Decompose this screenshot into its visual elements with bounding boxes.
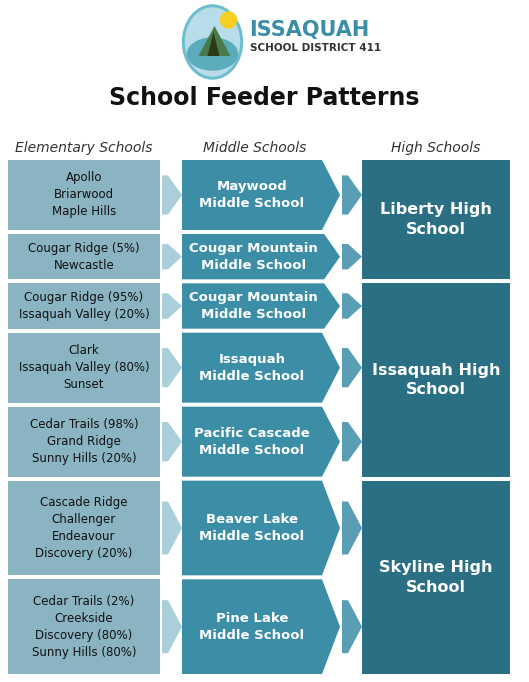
Text: Cougar Ridge (95%)
Issaquah Valley (20%): Cougar Ridge (95%) Issaquah Valley (20%): [19, 291, 149, 321]
FancyBboxPatch shape: [362, 160, 510, 280]
Text: High Schools: High Schools: [391, 141, 481, 155]
Text: Pine Lake
Middle School: Pine Lake Middle School: [199, 612, 305, 642]
Polygon shape: [162, 501, 182, 554]
Polygon shape: [342, 422, 362, 461]
Polygon shape: [182, 579, 340, 674]
Text: Maywood
Middle School: Maywood Middle School: [199, 180, 305, 210]
FancyBboxPatch shape: [8, 160, 160, 230]
Text: Pacific Cascade
Middle School: Pacific Cascade Middle School: [194, 427, 310, 457]
Text: ISSAQUAH: ISSAQUAH: [250, 20, 370, 40]
Text: Issaquah
Middle School: Issaquah Middle School: [199, 353, 305, 383]
Text: Cedar Trails (98%)
Grand Ridge
Sunny Hills (20%): Cedar Trails (98%) Grand Ridge Sunny Hil…: [30, 418, 138, 465]
Polygon shape: [182, 283, 340, 329]
Text: SCHOOL DISTRICT 411: SCHOOL DISTRICT 411: [250, 43, 381, 53]
Polygon shape: [162, 348, 182, 387]
Polygon shape: [207, 32, 220, 56]
Text: Apollo
Briarwood
Maple Hills: Apollo Briarwood Maple Hills: [52, 171, 116, 218]
Text: Cedar Trails (2%)
Creekside
Discovery (80%)
Sunny Hills (80%): Cedar Trails (2%) Creekside Discovery (8…: [32, 595, 136, 659]
Text: Cascade Ridge
Challenger
Endeavour
Discovery (20%): Cascade Ridge Challenger Endeavour Disco…: [35, 496, 133, 560]
Text: Skyline High
School: Skyline High School: [379, 560, 492, 595]
Text: Middle Schools: Middle Schools: [203, 141, 307, 155]
FancyBboxPatch shape: [8, 579, 160, 674]
FancyBboxPatch shape: [362, 283, 510, 477]
FancyBboxPatch shape: [8, 234, 160, 280]
FancyBboxPatch shape: [8, 406, 160, 477]
Polygon shape: [342, 175, 362, 215]
Polygon shape: [342, 501, 362, 554]
FancyBboxPatch shape: [8, 481, 160, 576]
Polygon shape: [182, 406, 340, 477]
Text: School Feeder Patterns: School Feeder Patterns: [110, 86, 419, 110]
Polygon shape: [182, 333, 340, 402]
Text: Liberty High
School: Liberty High School: [380, 203, 492, 237]
FancyBboxPatch shape: [8, 333, 160, 402]
Polygon shape: [342, 600, 362, 653]
FancyBboxPatch shape: [8, 283, 160, 329]
Text: Cougar Ridge (5%)
Newcastle: Cougar Ridge (5%) Newcastle: [28, 241, 140, 271]
Ellipse shape: [186, 8, 240, 76]
Polygon shape: [342, 244, 362, 269]
Text: Cougar Mountain
Middle School: Cougar Mountain Middle School: [189, 241, 317, 271]
Polygon shape: [198, 26, 231, 56]
Text: Issaquah High
School: Issaquah High School: [372, 363, 500, 398]
Text: Elementary Schools: Elementary Schools: [15, 141, 153, 155]
Ellipse shape: [183, 5, 242, 79]
Text: Clark
Issaquah Valley (80%)
Sunset: Clark Issaquah Valley (80%) Sunset: [19, 344, 149, 391]
Text: Beaver Lake
Middle School: Beaver Lake Middle School: [199, 513, 305, 543]
FancyBboxPatch shape: [362, 481, 510, 674]
Polygon shape: [162, 422, 182, 461]
Polygon shape: [162, 600, 182, 653]
Polygon shape: [342, 348, 362, 387]
Polygon shape: [162, 293, 182, 318]
Polygon shape: [182, 481, 340, 576]
Ellipse shape: [187, 38, 238, 70]
Polygon shape: [342, 293, 362, 318]
Polygon shape: [162, 175, 182, 215]
Text: Cougar Mountain
Middle School: Cougar Mountain Middle School: [189, 291, 317, 321]
Polygon shape: [162, 244, 182, 269]
Polygon shape: [182, 234, 340, 280]
Circle shape: [221, 12, 236, 28]
Polygon shape: [182, 160, 340, 230]
